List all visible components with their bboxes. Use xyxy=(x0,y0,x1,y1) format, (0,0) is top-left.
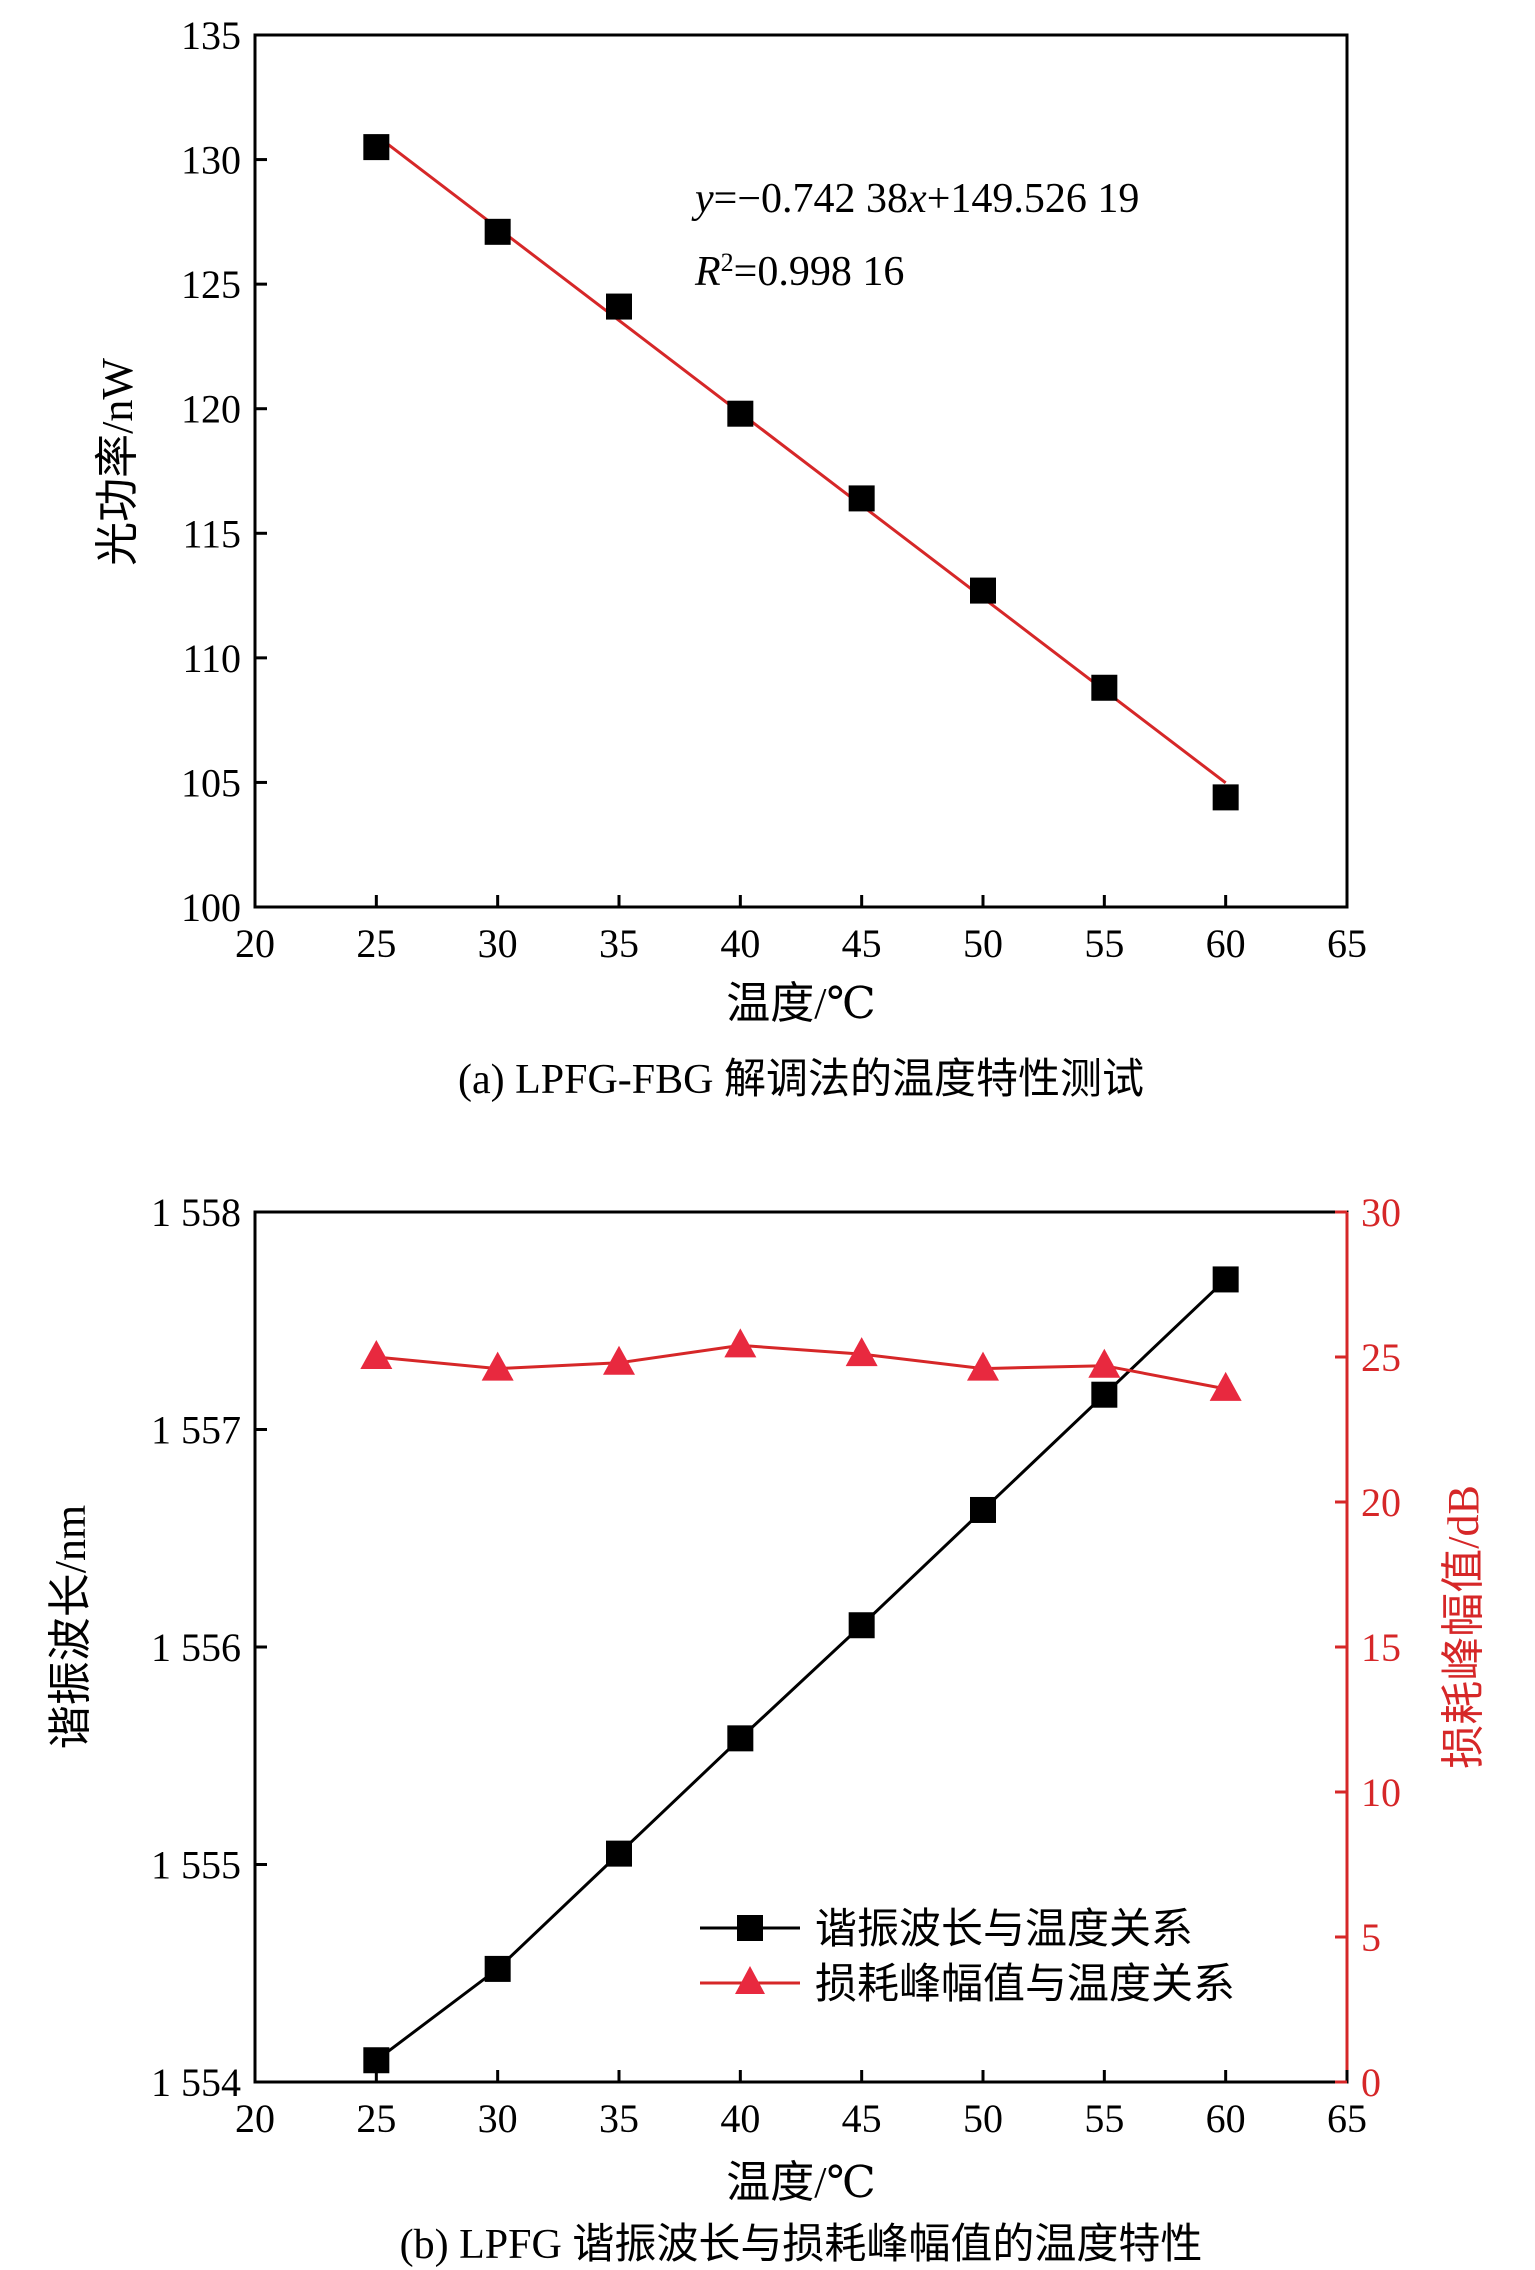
chart-b-legend: 谐振波长与温度关系 损耗峰幅值与温度关系 xyxy=(700,1907,1235,2008)
data-point-loss-peak xyxy=(603,1345,635,1375)
x-tick-label: 55 xyxy=(1084,921,1124,966)
data-point xyxy=(1091,674,1118,701)
series-line-wavelength xyxy=(375,1278,1227,2062)
right-y-tick-label: 20 xyxy=(1361,1480,1401,1525)
right-y-tick-label: 10 xyxy=(1361,1770,1401,1815)
left-y-tick-label: 1 558 xyxy=(151,1190,241,1235)
data-point-wavelength xyxy=(606,1840,632,1867)
data-point-loss-peak xyxy=(845,1337,878,1367)
x-tick-label: 45 xyxy=(842,921,882,966)
data-point xyxy=(970,577,996,604)
data-point xyxy=(848,485,875,512)
legend-label-wavelength: 谐振波长与温度关系 xyxy=(815,1907,1193,1953)
y-tick-label: 135 xyxy=(181,13,241,58)
data-point-wavelength xyxy=(970,1496,996,1523)
chart-a-caption: (a) LPFG-FBG 解调法的温度特性测试 xyxy=(458,1057,1144,1103)
data-point-wavelength xyxy=(484,1955,511,1982)
right-y-tick-label: 0 xyxy=(1361,2060,1381,2105)
legend-marker-square xyxy=(737,1915,763,1941)
y-tick-label: 105 xyxy=(181,760,241,805)
chart-b-x-axis-label: 温度/℃ xyxy=(726,2158,875,2207)
x-tick-label: 25 xyxy=(356,921,396,966)
chart-a-plot-frame xyxy=(253,33,1349,909)
y-tick-label: 100 xyxy=(181,885,241,930)
data-point-loss-peak xyxy=(360,1340,393,1369)
right-y-tick-label: 30 xyxy=(1361,1190,1401,1235)
x-tick-label: 35 xyxy=(599,921,639,966)
data-point-loss-peak xyxy=(1088,1348,1121,1378)
data-point xyxy=(727,400,754,427)
data-point-wavelength xyxy=(848,1612,875,1639)
data-point xyxy=(1212,784,1239,811)
data-point xyxy=(363,134,390,161)
data-point-wavelength xyxy=(1212,1266,1239,1293)
x-tick-label: 45 xyxy=(842,2096,882,2141)
y-tick-label: 120 xyxy=(181,387,241,432)
chart-b-caption: (b) LPFG 谐振波长与损耗峰幅值的温度特性 xyxy=(400,2222,1203,2268)
data-point xyxy=(606,293,632,320)
x-tick-label: 65 xyxy=(1327,921,1367,966)
chart-a: 20 25 30 35 40 45 50 55 60 65 100 105 110 115 120 125 13… xyxy=(93,13,1367,1103)
x-tick-label: 65 xyxy=(1327,2096,1367,2141)
left-y-tick-label: 1 555 xyxy=(151,1843,241,1888)
right-y-tick-label: 15 xyxy=(1361,1625,1401,1670)
x-tick-label: 40 xyxy=(720,2096,760,2141)
data-point-wavelength xyxy=(363,2047,390,2074)
chart-b-right-y-axis-label: 损耗峰幅值/dB xyxy=(1439,1485,1488,1769)
series-line-loss-peak xyxy=(376,1343,1226,1391)
data-point-wavelength xyxy=(727,1725,754,1752)
left-y-tick-label: 1 554 xyxy=(151,2060,241,2105)
x-tick-label: 60 xyxy=(1206,921,1246,966)
chart-b-left-y-axis-label: 谐振波长/nm xyxy=(46,1505,95,1749)
chart-a-x-axis-label: 温度/℃ xyxy=(726,979,875,1028)
x-tick-label: 20 xyxy=(235,921,275,966)
x-tick-label: 25 xyxy=(356,2096,396,2141)
x-tick-label: 55 xyxy=(1084,2096,1124,2141)
left-y-tick-label: 1 557 xyxy=(151,1408,241,1453)
chart-a-data-points xyxy=(363,134,1239,811)
chart-b-data-points xyxy=(360,1266,1242,2074)
chart-a-ticks: 20 25 30 35 40 45 50 55 60 65 100 105 110 115 120 125 13… xyxy=(181,13,1367,966)
x-tick-label: 50 xyxy=(963,2096,1003,2141)
data-point-wavelength xyxy=(1091,1381,1118,1408)
chart-a-y-axis-label: 光功率/nW xyxy=(93,358,142,566)
x-tick-label: 35 xyxy=(599,2096,639,2141)
x-tick-label: 50 xyxy=(963,921,1003,966)
x-tick-label: 40 xyxy=(720,921,760,966)
right-y-tick-label: 25 xyxy=(1361,1335,1401,1380)
x-tick-label: 20 xyxy=(235,2096,275,2141)
y-tick-label: 110 xyxy=(182,636,241,681)
data-point-loss-peak xyxy=(724,1328,757,1358)
x-tick-label: 30 xyxy=(478,921,518,966)
data-point-loss-peak xyxy=(481,1351,514,1381)
y-tick-label: 125 xyxy=(181,262,241,307)
legend-label-loss-peak: 损耗峰幅值与温度关系 xyxy=(815,1962,1235,2008)
y-tick-label: 115 xyxy=(182,511,241,556)
legend-marker-triangle xyxy=(735,1966,765,1994)
x-tick-label: 60 xyxy=(1206,2096,1246,2141)
chart-a-equation: y=−0.742 38x+149.526 19 xyxy=(691,176,1139,222)
left-y-tick-label: 1 556 xyxy=(151,1625,241,1670)
y-tick-label: 130 xyxy=(181,138,241,183)
data-point xyxy=(484,218,511,245)
chart-a-fit-line xyxy=(375,134,1227,785)
data-point-loss-peak xyxy=(1209,1371,1242,1401)
x-tick-label: 30 xyxy=(478,2096,518,2141)
chart-a-r-squared: R2=0.998 16 xyxy=(694,248,904,295)
right-y-tick-label: 5 xyxy=(1361,1915,1381,1960)
data-point-loss-peak xyxy=(967,1351,999,1381)
